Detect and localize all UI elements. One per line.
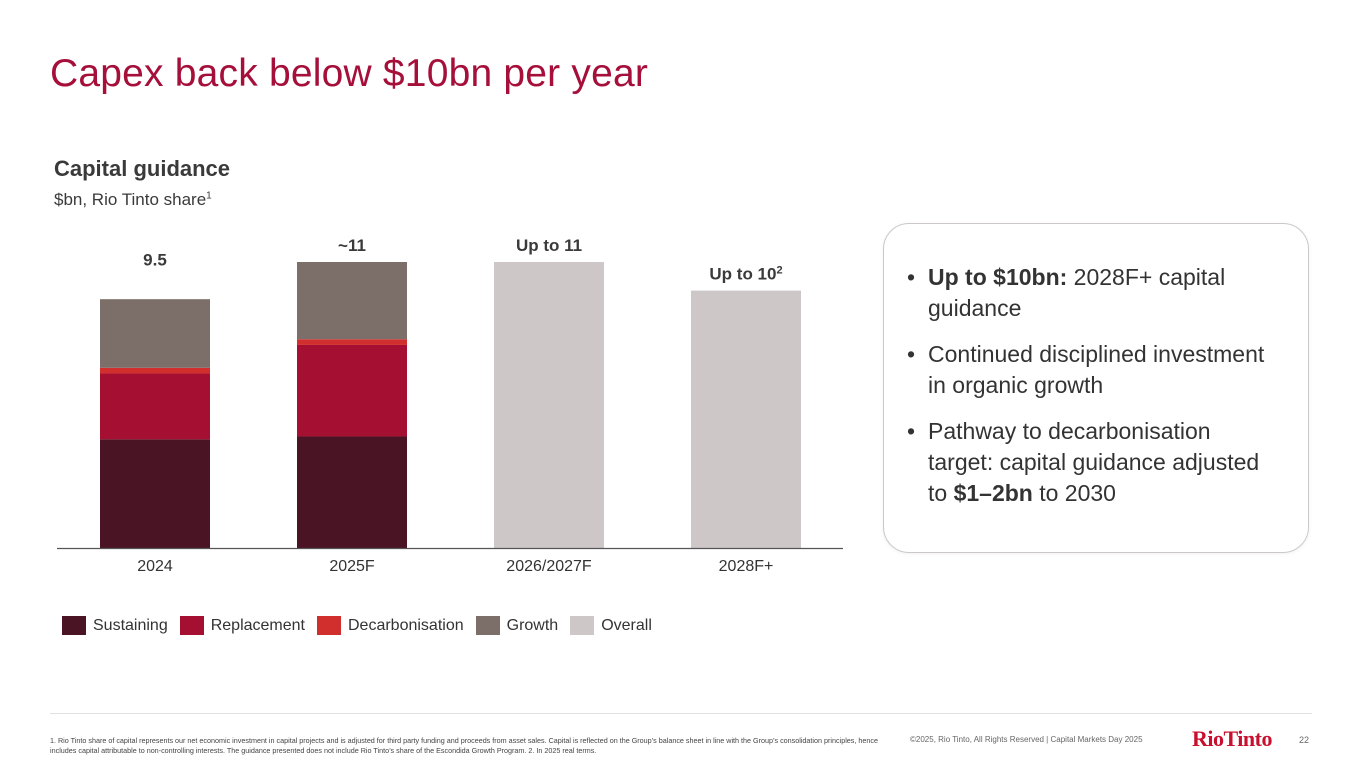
legend-swatch-overall (570, 616, 595, 635)
legend-item-decarbonisation: Decarbonisation (317, 616, 464, 635)
chart-legend: Sustaining Replacement Decarbonisation G… (62, 616, 664, 635)
key-point-3-text-post: to 2030 (1032, 480, 1116, 506)
x-axis-label: 2024 (137, 558, 173, 575)
legend-item-growth: Growth (475, 616, 559, 635)
legend-label-replacement: Replacement (210, 616, 305, 634)
key-point-1: Up to $10bn: 2028F+ capital guidance (907, 262, 1278, 324)
bar-segment-replacement-2024 (100, 373, 210, 440)
legend-item-sustaining: Sustaining (62, 616, 168, 635)
key-points-list: Up to $10bn: 2028F+ capital guidance Con… (884, 224, 1308, 509)
legend-item-replacement: Replacement (179, 616, 305, 635)
key-points-callout: Up to $10bn: 2028F+ capital guidance Con… (883, 223, 1309, 553)
key-point-3-bold: $1–2bn (953, 480, 1033, 506)
key-point-2-text: Continued disciplined investment in orga… (928, 341, 1265, 398)
x-axis-label: 2025F (329, 558, 375, 575)
chart-subtitle: $bn, Rio Tinto share1 (54, 190, 212, 210)
x-axis-label: 2026/2027F (506, 558, 592, 575)
bar-segment-replacement-2025f (297, 344, 407, 437)
legend-item-overall: Overall (570, 616, 652, 635)
bar-segment-growth-2025f (297, 262, 407, 340)
legend-label-overall: Overall (601, 616, 652, 634)
key-point-3-text-pre: Pathway to decarbonisation target: capit… (928, 418, 1260, 506)
bar-total-label: ~11 (338, 236, 366, 255)
bar-segment-decarbonisation-2024 (100, 367, 210, 374)
bar-segment-overall-2028f- (691, 290, 801, 548)
bar-segment-overall-2026-2027f (494, 262, 604, 548)
bar-segment-growth-2024 (100, 299, 210, 368)
chart-subtitle-text: $bn, Rio Tinto share (54, 190, 207, 209)
legend-swatch-growth (475, 616, 500, 635)
legend-swatch-replacement (179, 616, 204, 635)
chart-title: Capital guidance (54, 156, 231, 181)
key-point-2: Continued disciplined investment in orga… (907, 339, 1278, 401)
bar-total-label: Up to 11 (516, 236, 582, 255)
footer-divider (50, 713, 1312, 714)
footnote-ref-2: 2 (776, 265, 782, 277)
legend-label-decarbonisation: Decarbonisation (348, 616, 464, 634)
bar-segment-sustaining-2025f (297, 436, 407, 548)
key-point-1-bold: Up to $10bn: (928, 264, 1068, 290)
rio-tinto-logo: RioTinto (1192, 726, 1272, 751)
bar-segment-sustaining-2024 (100, 439, 210, 548)
bar-total-label: 9.5 (143, 250, 167, 269)
slide-title: Capex back below $10bn per year (50, 52, 649, 95)
capital-guidance-chart: 9.5 2024 ~11 2025F Up to 11 2026/2027F Up to 1… (57, 236, 843, 575)
key-point-3: Pathway to decarbonisation target: capit… (907, 416, 1278, 509)
x-axis-label: 2028F+ (719, 558, 774, 575)
bar-segment-decarbonisation-2025f (297, 339, 407, 345)
legend-swatch-sustaining (62, 616, 86, 635)
copyright-text: ©2025, Rio Tinto, All Rights Reserved | … (910, 735, 1143, 744)
legend-label-sustaining: Sustaining (93, 616, 168, 634)
legend-swatch-decarbonisation (317, 616, 341, 635)
footnote: 1. Rio Tinto share of capital represents… (50, 736, 878, 755)
page-number: 22 (1299, 735, 1310, 745)
legend-label-growth: Growth (506, 616, 559, 634)
key-point-1-text: 2028F+ capital guidance (928, 264, 1226, 321)
bar-total-label: Up to 102 (709, 265, 782, 284)
footnote-ref-1: 1 (206, 190, 212, 202)
